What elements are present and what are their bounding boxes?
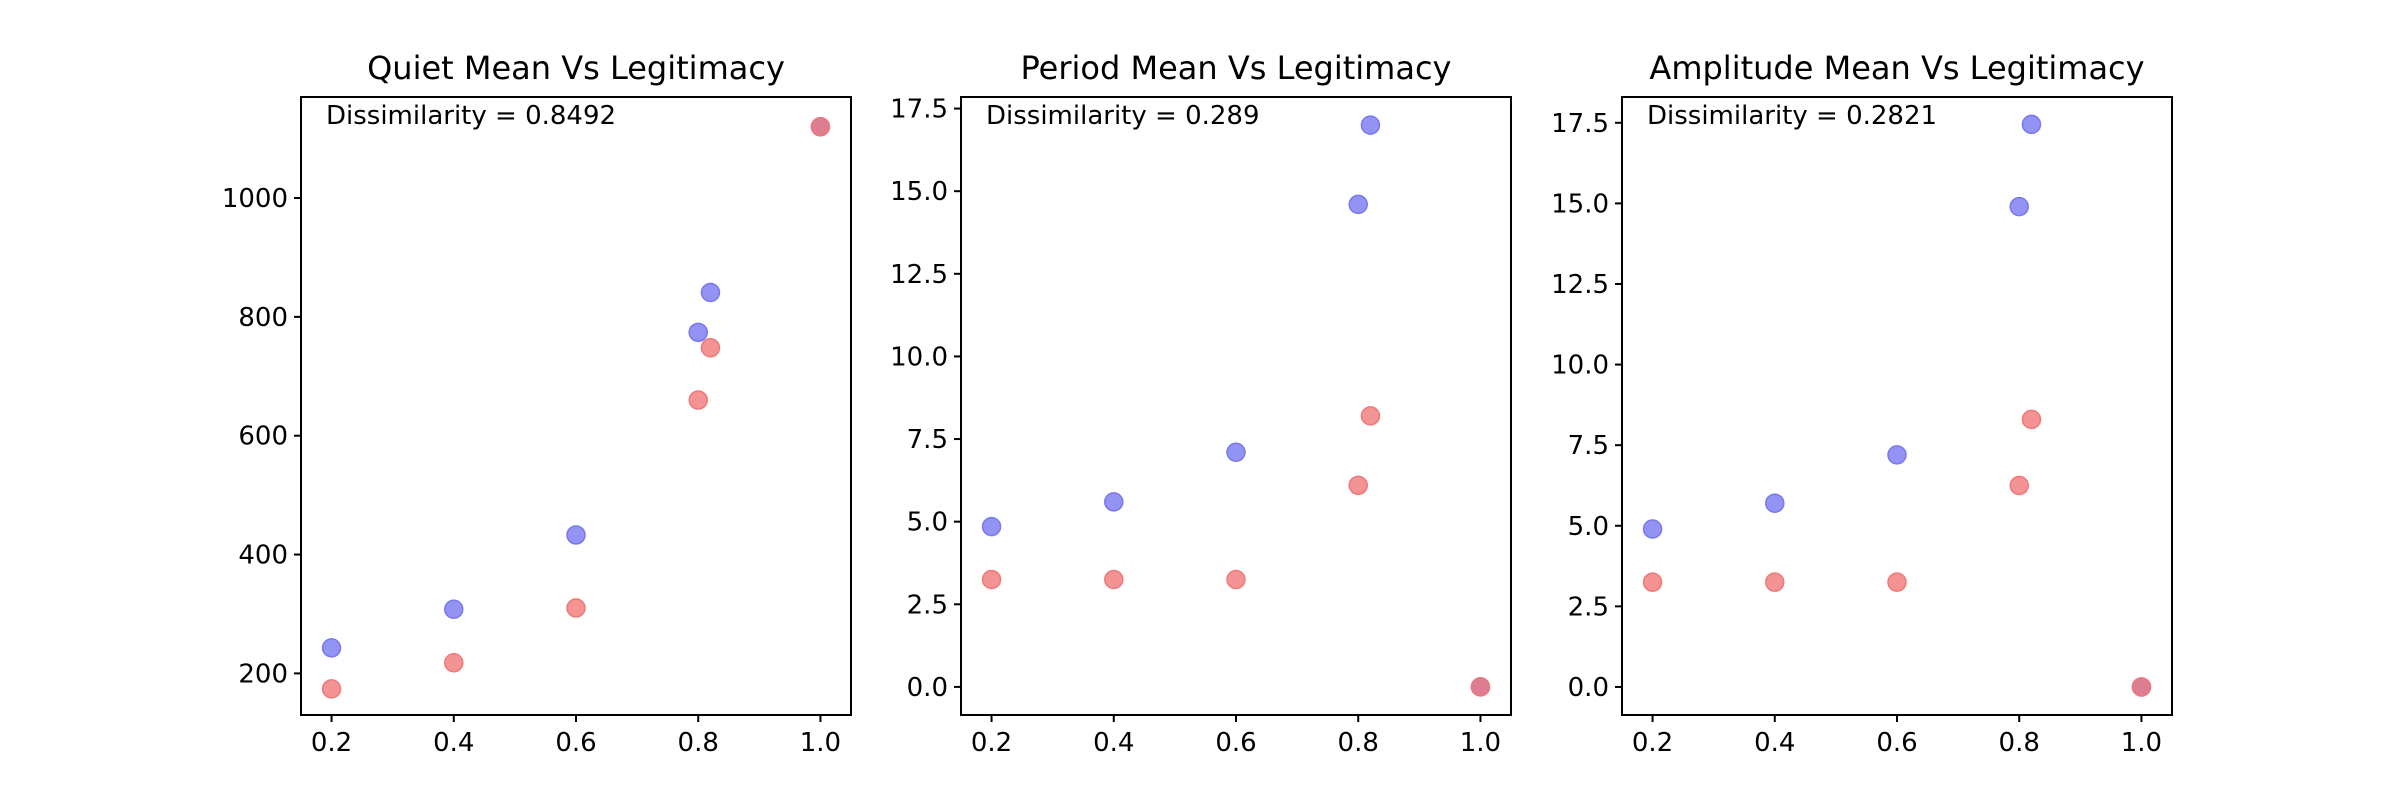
y-tick-label: 2.5: [907, 590, 948, 620]
data-point-series-1: [1642, 519, 1663, 539]
y-tick-label: 12.5: [890, 260, 948, 290]
chart-title: Quiet Mean Vs Legitimacy: [367, 49, 785, 87]
y-tick-label: 0.0: [907, 673, 948, 703]
y-tick-label: 15.0: [890, 177, 948, 207]
x-tick-label: 0.2: [311, 728, 352, 758]
plot-frame: [300, 96, 852, 716]
data-point-series-2: [1642, 572, 1663, 592]
y-tick-label: 12.5: [1551, 270, 1609, 300]
data-point-series-2: [1104, 569, 1124, 590]
subplot-1: Quiet Mean Vs Legitimacy 0.2 0.4 0.6 0.8 1.0 2…: [222, 49, 852, 758]
data-point-series-2: [2021, 409, 2042, 430]
plot-frame: [960, 96, 1512, 716]
data-point-series-1: [566, 525, 586, 545]
x-tick-label: 1.0: [1460, 728, 1501, 758]
y-tick-label: 7.5: [1568, 431, 1609, 461]
x-tick-label: 1.0: [2121, 728, 2162, 758]
data-point-series-1: [1226, 442, 1246, 463]
data-point-series-2: [700, 338, 721, 358]
dissimilarity-annotation: Dissimilarity = 0.2821: [1647, 101, 1937, 131]
data-point-series-2: [321, 679, 342, 699]
dissimilarity-annotation: Dissimilarity = 0.289: [986, 101, 1260, 131]
data-point-series-2: [1360, 406, 1381, 426]
x-tick-label: 1.0: [800, 728, 841, 758]
y-tick-label: 800: [238, 303, 288, 333]
data-point-series-2: [1348, 475, 1368, 496]
x-tick-label: 0.6: [1876, 728, 1917, 758]
data-point-series-1: [1360, 115, 1381, 135]
data-point-series-1: [2009, 196, 2029, 217]
data-point-series-2: [1765, 572, 1785, 592]
y-tick-label: 17.5: [890, 95, 948, 125]
y-tick-label: 200: [238, 659, 288, 689]
y-tick-label: 0.0: [1568, 673, 1609, 703]
chart-title: Amplitude Mean Vs Legitimacy: [1649, 49, 2144, 87]
data-point-series-1: [981, 516, 1002, 537]
data-point-series-2: [1226, 569, 1246, 590]
x-tick-label: 0.2: [1632, 728, 1673, 758]
dissimilarity-annotation: Dissimilarity = 0.8492: [326, 101, 616, 131]
y-tick-label: 15.0: [1551, 189, 1609, 219]
data-point-series-2: [1470, 677, 1491, 697]
y-tick-label: 17.5: [1551, 109, 1609, 139]
x-tick-label: 0.6: [1215, 728, 1256, 758]
data-point-series-2: [444, 652, 464, 673]
subplot-3: Amplitude Mean Vs Legitimacy 0.2 0.4 0.6 0.8…: [1551, 49, 2173, 758]
data-point-series-2: [2131, 677, 2152, 697]
y-tick-label: 10.0: [890, 342, 948, 372]
data-point-series-2: [688, 390, 708, 410]
data-point-series-1: [444, 599, 464, 619]
data-point-series-1: [1104, 492, 1124, 512]
x-tick-label: 0.4: [1754, 728, 1795, 758]
data-point-series-2: [810, 116, 831, 137]
data-point-series-1: [1765, 493, 1785, 513]
x-tick-label: 0.4: [433, 728, 474, 758]
y-tick-label: 400: [238, 541, 288, 571]
data-point-series-1: [688, 322, 708, 343]
x-tick-label: 0.8: [1999, 728, 2040, 758]
data-point-series-1: [1887, 445, 1907, 465]
x-tick-label: 0.8: [1338, 728, 1379, 758]
y-tick-label: 5.0: [1568, 512, 1609, 542]
data-point-series-1: [2021, 114, 2042, 135]
plot-frame: [1621, 96, 2173, 716]
y-tick-label: 7.5: [907, 425, 948, 455]
data-point-series-1: [1348, 194, 1368, 215]
data-point-series-1: [321, 638, 342, 658]
data-point-series-2: [981, 569, 1002, 590]
y-tick-label: 600: [238, 422, 288, 452]
x-tick-label: 0.8: [678, 728, 719, 758]
y-tick-label: 1000: [222, 184, 288, 214]
data-point-series-2: [2009, 475, 2029, 496]
subplot-2: Period Mean Vs Legitimacy 0.2 0.4 0.6 0.8 1.0…: [890, 49, 1512, 758]
y-tick-label: 2.5: [1568, 592, 1609, 622]
chart-title: Period Mean Vs Legitimacy: [1021, 49, 1452, 87]
x-tick-label: 0.2: [971, 728, 1012, 758]
data-point-series-2: [1887, 572, 1907, 592]
data-point-series-2: [566, 598, 586, 618]
y-tick-label: 10.0: [1551, 351, 1609, 381]
x-tick-label: 0.6: [555, 728, 596, 758]
x-tick-label: 0.4: [1093, 728, 1134, 758]
y-tick-label: 5.0: [907, 508, 948, 538]
data-point-series-1: [700, 282, 721, 303]
